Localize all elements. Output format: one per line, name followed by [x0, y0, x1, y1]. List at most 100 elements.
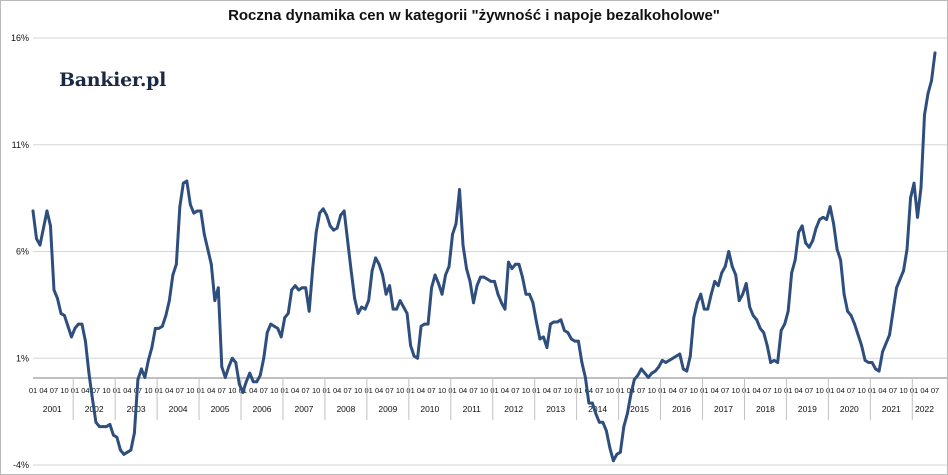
data-point [552, 320, 556, 324]
data-point [56, 297, 59, 300]
data-point [790, 271, 794, 275]
x-tick-label: 10 [690, 386, 698, 395]
data-point [167, 299, 171, 303]
data-point [874, 367, 877, 371]
data-point [597, 420, 601, 424]
x-tick-label: 07 [637, 386, 645, 395]
data-point [73, 326, 77, 330]
y-tick-label: 16% [11, 33, 29, 43]
data-point [255, 380, 259, 384]
x-tick-label: 10 [270, 386, 278, 395]
data-point [45, 209, 49, 213]
data-point [748, 305, 752, 309]
data-point [570, 337, 573, 341]
data-point [157, 326, 161, 330]
data-point [807, 245, 811, 249]
data-point [601, 420, 605, 424]
data-point [230, 356, 234, 360]
data-point [272, 324, 276, 328]
gridlines [33, 37, 947, 466]
x-tick-label: 10 [774, 386, 782, 395]
x-tick-label: 04 [920, 386, 928, 395]
year-label: 2012 [504, 404, 523, 414]
x-tick-label: 01 [910, 386, 918, 395]
data-point [384, 292, 388, 296]
data-point [636, 373, 640, 377]
data-point [136, 378, 140, 381]
data-point [185, 179, 189, 183]
data-point [629, 393, 633, 396]
x-tick-label: 10 [815, 386, 823, 395]
x-tick-label: 10 [396, 386, 404, 395]
x-tick-label: 01 [29, 386, 37, 395]
y-tick-label: -4% [13, 460, 29, 470]
year-label: 2022 [915, 404, 934, 414]
data-point [577, 339, 580, 343]
data-point [195, 209, 199, 213]
data-point [290, 288, 294, 292]
data-point [912, 181, 916, 185]
year-label: 2004 [169, 404, 188, 414]
x-tick-label: 01 [71, 386, 79, 395]
data-point [755, 318, 759, 322]
data-point [77, 322, 80, 326]
data-point [545, 346, 549, 349]
data-point [776, 361, 780, 364]
data-point [342, 209, 346, 213]
data-point [119, 448, 122, 452]
data-point [671, 356, 675, 360]
data-point [419, 324, 423, 328]
data-point [339, 213, 343, 217]
x-tick-label: 10 [144, 386, 152, 395]
data-point [727, 250, 731, 253]
data-point [258, 373, 262, 377]
data-point [444, 273, 447, 277]
x-tick-label: 04 [794, 386, 802, 395]
data-point [251, 380, 255, 384]
data-point [325, 213, 329, 217]
year-label: 2015 [630, 404, 649, 414]
data-point [181, 181, 185, 185]
data-point [608, 446, 612, 450]
data-point [842, 292, 846, 296]
data-point [758, 326, 762, 330]
data-point [692, 316, 696, 320]
data-point [524, 292, 528, 296]
data-point [814, 226, 818, 230]
x-tick-label: 10 [648, 386, 656, 395]
data-point [622, 425, 626, 428]
data-point [164, 314, 168, 317]
x-tick-label: 04 [417, 386, 425, 395]
data-point [587, 401, 591, 405]
data-point [500, 301, 503, 305]
data-point [772, 358, 776, 362]
data-point [220, 365, 224, 369]
data-point [709, 292, 713, 296]
data-point [360, 305, 364, 309]
data-point [98, 425, 101, 428]
x-tick-label: 07 [50, 386, 58, 395]
data-point [517, 262, 521, 266]
data-point [867, 361, 870, 364]
data-point [563, 329, 566, 332]
year-label: 2001 [43, 404, 62, 414]
x-tick-label: 01 [574, 386, 582, 395]
data-point [192, 211, 196, 215]
x-tick-label: 01 [742, 386, 750, 395]
data-point [765, 344, 769, 347]
x-tick-label: 01 [700, 386, 708, 395]
data-point [321, 207, 325, 211]
data-point [650, 371, 654, 375]
x-tick-label: 04 [249, 386, 257, 395]
x-tick-label: 10 [228, 386, 236, 395]
data-point [664, 361, 668, 364]
data-point [370, 269, 374, 273]
x-tick-label: 04 [123, 386, 131, 395]
data-point [279, 335, 283, 339]
data-point [573, 339, 577, 343]
data-point [126, 450, 129, 454]
data-point [91, 397, 94, 401]
data-point [430, 286, 433, 290]
data-point [594, 412, 598, 416]
data-point [213, 299, 217, 303]
